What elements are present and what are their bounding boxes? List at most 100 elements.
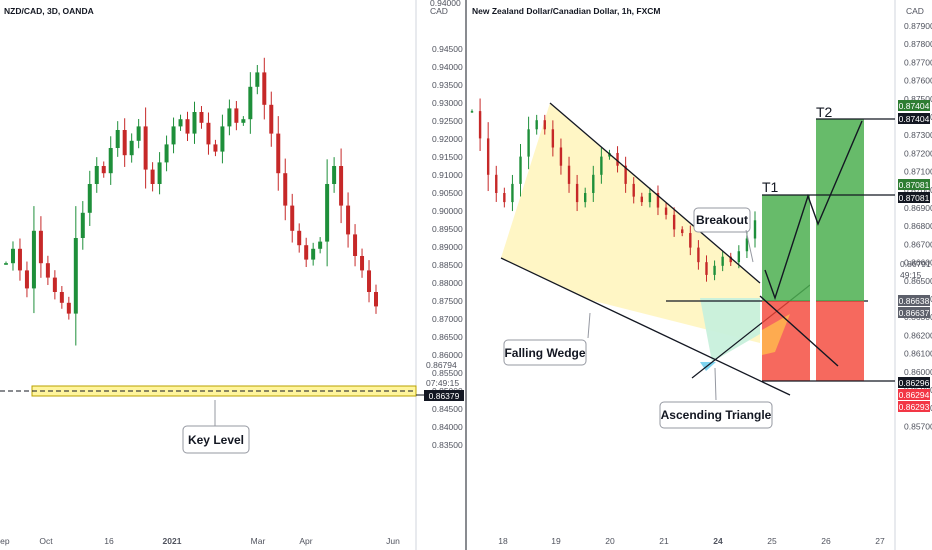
key-level-callout[interactable] [182,425,250,454]
falling-wedge-callout[interactable] [503,339,587,366]
candle-body [346,205,351,235]
candle-body [332,166,337,184]
candle-body [616,152,619,166]
projection-path[interactable] [764,120,863,301]
left-time-axis[interactable]: Sep Oct 16 2021 Mar Apr Jun [0,536,400,546]
wedge-lower-trendline[interactable] [500,257,791,396]
left-price-tick: 0.90500 [432,188,463,198]
breakout-callout[interactable] [693,207,751,233]
left-price-tick: 0.89500 [432,224,463,234]
right-price-tick: 0.87300 [904,130,932,140]
candle-body [227,108,232,127]
candle-body [648,193,652,203]
ascending-triangle-callout[interactable] [659,401,773,429]
candle-body [705,262,708,275]
candle-body [269,104,274,134]
candle-body [157,162,162,184]
left-time-tick: Sep [0,536,10,546]
left-price-tick: 0.91000 [432,170,463,180]
right-time-tick: 24 [713,536,723,546]
left-price-tick: 0.83500 [432,440,463,450]
right-time-tick: 19 [551,536,561,546]
candle-body [689,233,692,248]
t1-label: T1 [762,179,779,195]
right-price-tick: 0.87500 [904,94,932,104]
candle-body [713,265,716,275]
badge-sl-black [898,377,930,388]
candle-body [17,248,22,271]
left-price-tick: 0.87500 [432,296,463,306]
candle-body [495,174,498,193]
candle-body [276,133,281,174]
badge-sl-red2-text: 0.86293 [899,402,930,412]
candle-body [567,165,571,184]
candle-body [213,144,218,152]
wedge-upper-trendline[interactable] [549,102,761,284]
candle-body [367,270,372,292]
right-countdown: 49:15 [900,270,922,280]
left-last-price: 0.86794 [426,360,457,370]
candle-body [600,156,603,175]
badge-entry-b [898,307,930,318]
candle-body [729,256,732,263]
badge-entry-a [898,295,930,306]
right-price-tick: 0.87600 [904,76,932,86]
left-price-tick: 0.86000 [432,350,463,360]
left-price-tick: 0.91500 [432,152,463,162]
candle-body [171,126,176,145]
candle-body [681,229,684,234]
candle-body [220,126,225,152]
right-time-tick: 26 [821,536,831,546]
candle-body [318,241,323,249]
right-time-tick: 18 [498,536,508,546]
candle-body [527,129,530,157]
target-t2-zone[interactable] [816,119,864,195]
candle-body [584,193,587,203]
left-price-tick: 0.89000 [432,242,463,252]
left-chart-panel: NZD/CAD, 3D, OANDA CAD 0.94000 0.945000.… [0,0,464,550]
right-price-tick: 0.86500 [904,276,932,286]
candle-body [290,205,295,231]
candle-body [737,251,741,263]
right-time-tick: 21 [659,536,669,546]
left-time-tick: Mar [251,536,266,546]
candle-body [24,270,29,289]
ascending-triangle-label: Ascending Triangle [661,408,772,422]
right-price-tick: 0.86200 [904,330,932,340]
candle-body [87,184,92,213]
candle-body [234,108,239,123]
right-time-axis[interactable]: 18 19 20 21 24 25 26 27 [498,536,885,546]
breakout-pointer [745,229,754,263]
candle-body [192,112,197,134]
candle-body [551,129,555,148]
left-price-tick: 0.87000 [432,314,463,324]
alternate-projection[interactable] [759,295,839,367]
badge-sl-red1-text: 0.86294 [899,390,930,400]
falling-wedge-fill [501,103,760,343]
candle-body [101,166,106,174]
left-current-price-badge-text: 0.86379 [429,391,460,401]
left-price-axis[interactable]: 0.94500 0.94000 0.93500 0.93000 0.92500 0.920… [432,44,463,450]
candle-body [129,140,134,156]
left-price-tick: 0.92500 [432,116,463,126]
candle-body [52,277,57,292]
candle-body [178,119,183,127]
candle-body [486,138,490,175]
left-price-tick: 0.94000 [432,62,463,72]
right-price-badges: 0.87404 0.87404 0.87081 0.87081 0.86791 … [898,100,931,412]
left-price-tick: 0.88500 [432,260,463,270]
right-price-axis[interactable]: 0.879000.878000.877000.876000.875000.874… [904,21,932,431]
badge-sl-red2 [898,401,930,412]
candle-body [559,147,563,166]
triangle-apex-highlight [700,362,716,371]
candle-body [592,174,595,193]
candle-body [503,193,506,203]
right-currency-label: CAD [906,6,924,16]
candle-body [543,120,546,130]
candle-body [311,248,316,260]
right-price-tick: 0.86000 [904,367,932,377]
falling-wedge-label: Falling Wedge [504,346,585,360]
candle-body [325,184,330,242]
left-price-tick: 0.84500 [432,404,463,414]
